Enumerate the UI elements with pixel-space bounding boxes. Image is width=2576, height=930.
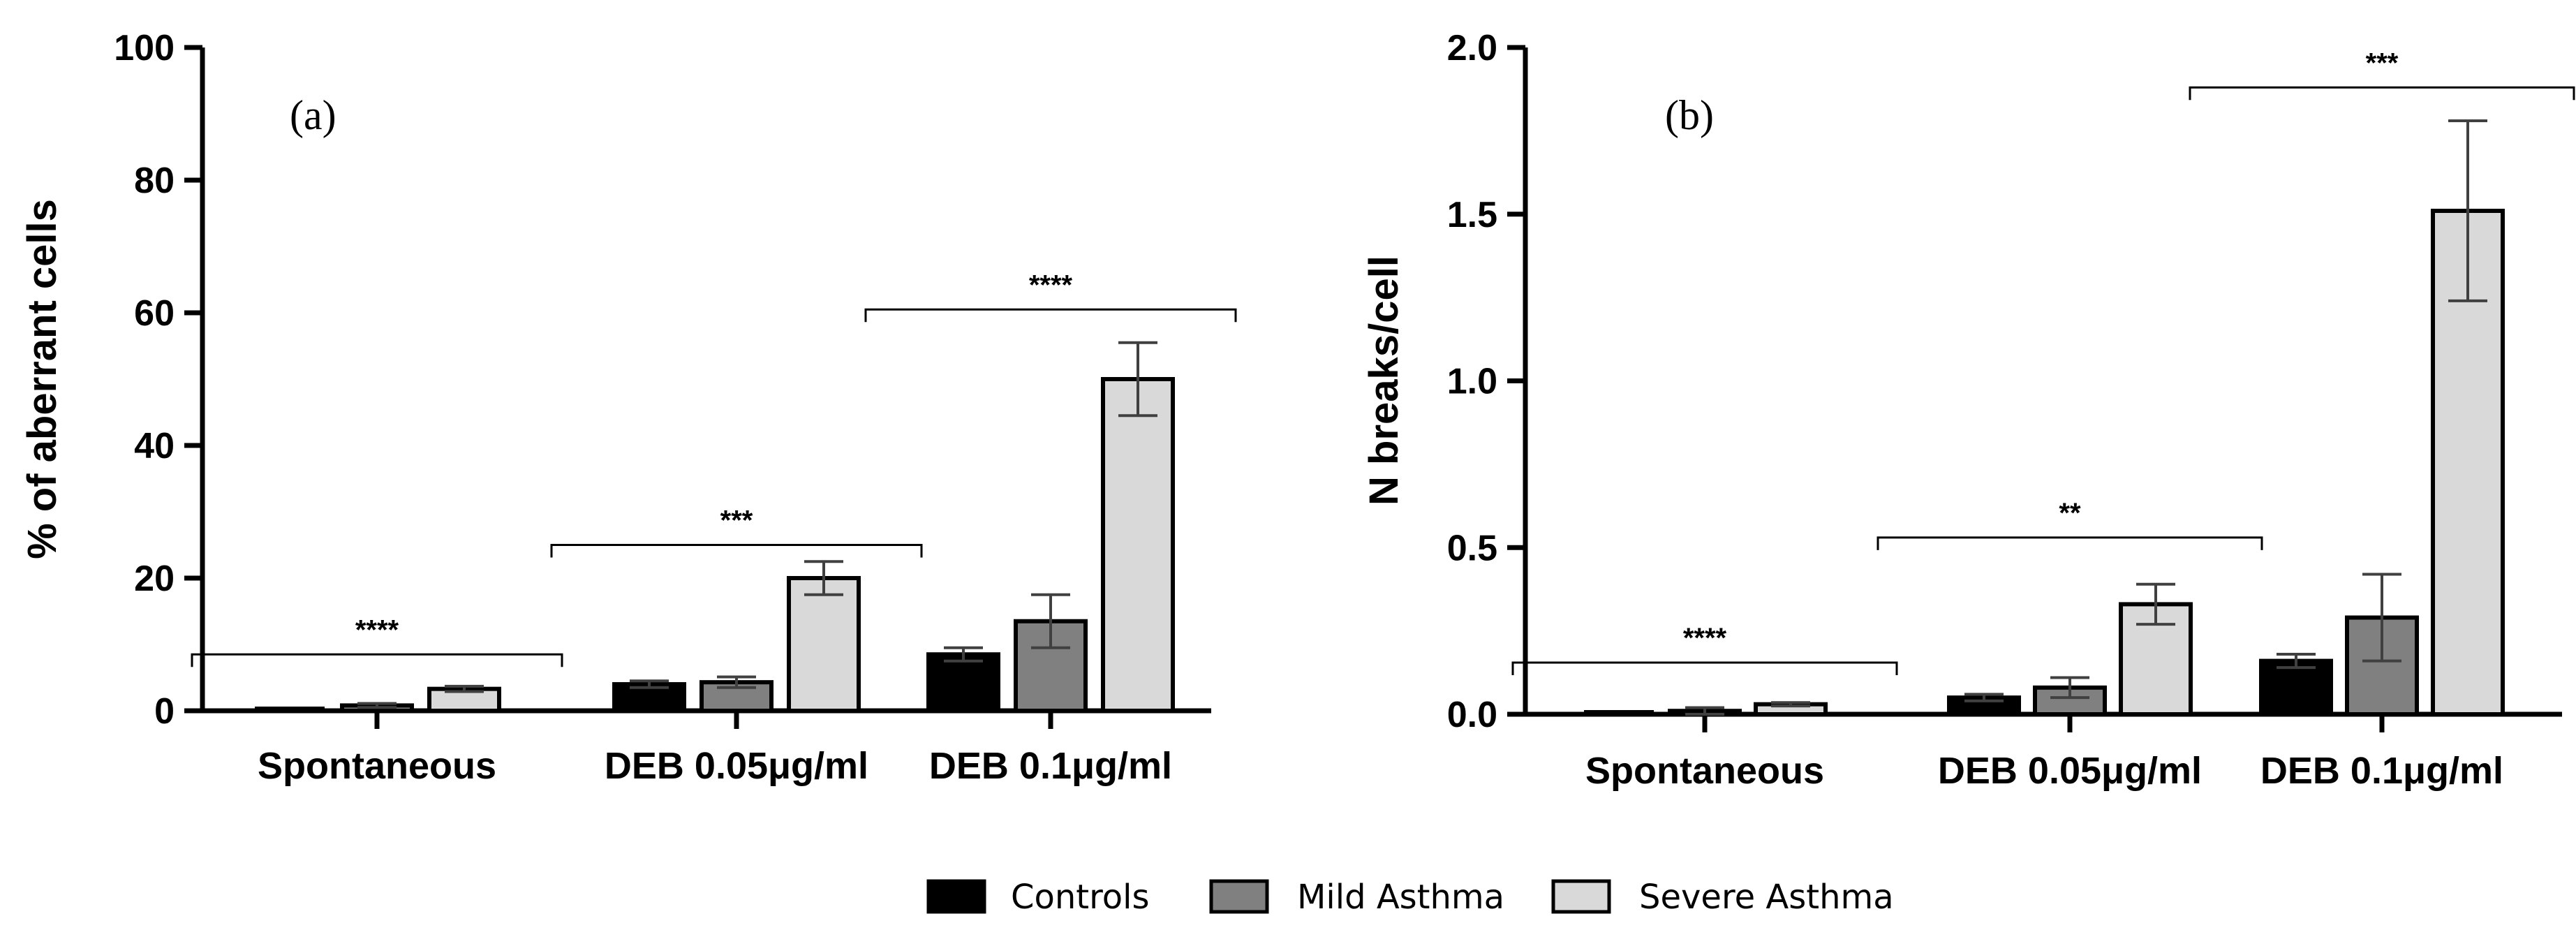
y-tick-label: 100	[114, 28, 175, 68]
legend-swatch-controls	[926, 879, 986, 914]
y-tick-label: 0.5	[1447, 528, 1497, 568]
significance-label: ***	[720, 505, 753, 536]
y-tick-label: 1.5	[1447, 195, 1497, 235]
significance-bracket	[191, 653, 563, 667]
bar-mild-asthma	[2033, 685, 2107, 716]
y-tick-label: 2.0	[1447, 28, 1497, 68]
legend: Controls Mild Asthma Severe Asthma	[926, 878, 1894, 917]
legend-swatch-mild-asthma	[1209, 879, 1269, 914]
x-tick-label: DEB 0.05μg/ml	[605, 745, 868, 787]
significance-bracket	[1877, 536, 2263, 550]
bar-severe-asthma	[1101, 377, 1175, 713]
x-tick-label: DEB 0.1μg/ml	[929, 745, 1172, 787]
x-tick-label: Spontaneous	[258, 745, 496, 787]
y-tick-label: 1.0	[1447, 362, 1497, 402]
significance-bracket	[550, 544, 923, 558]
chart-panel-b: 0.0 0.5 1.0 1.5 2.0 N breaks/cell (b) Spontaneo…	[1361, 28, 2575, 792]
legend-label: Mild Asthma	[1297, 878, 1504, 917]
significance-bracket	[1511, 661, 1898, 675]
x-tick-label: DEB 0.1μg/ml	[2260, 750, 2503, 792]
panel-label: (b)	[1665, 92, 1714, 138]
legend-swatch-severe-asthma	[1551, 879, 1611, 914]
significance-label: **	[2059, 498, 2081, 529]
y-tick-label: 80	[134, 161, 175, 201]
y-axis-label: N breaks/cell	[1361, 256, 1407, 505]
bar-severe-asthma	[787, 576, 861, 713]
y-tick-label: 20	[134, 559, 175, 599]
legend-label: Severe Asthma	[1639, 878, 1894, 917]
panel-label: (a)	[290, 92, 336, 138]
bar-controls	[2259, 658, 2333, 716]
significance-label: ****	[355, 614, 399, 645]
legend-label: Controls	[1011, 878, 1150, 917]
y-axis-label: % of aberrant cells	[20, 199, 65, 559]
y-tick-label: 60	[134, 293, 175, 334]
y-tick-label: 40	[134, 426, 175, 466]
significance-label: ****	[1029, 270, 1073, 300]
significance-bracket	[864, 308, 1237, 323]
x-tick-label: DEB 0.05μg/ml	[1938, 750, 2202, 792]
significance-label: ****	[1683, 623, 1727, 654]
significance-bracket	[2189, 86, 2575, 101]
x-tick-label: Spontaneous	[1585, 750, 1824, 792]
y-tick-label: 0.0	[1447, 695, 1497, 735]
y-tick-label: 0	[154, 691, 175, 732]
bar-controls	[926, 652, 1000, 713]
significance-label: ***	[2366, 47, 2399, 78]
chart-panel-a: 0 20 40 60 80 100 % of aberrant cells (a) Sponta…	[20, 28, 1237, 787]
bar-mild-asthma	[2345, 615, 2419, 717]
